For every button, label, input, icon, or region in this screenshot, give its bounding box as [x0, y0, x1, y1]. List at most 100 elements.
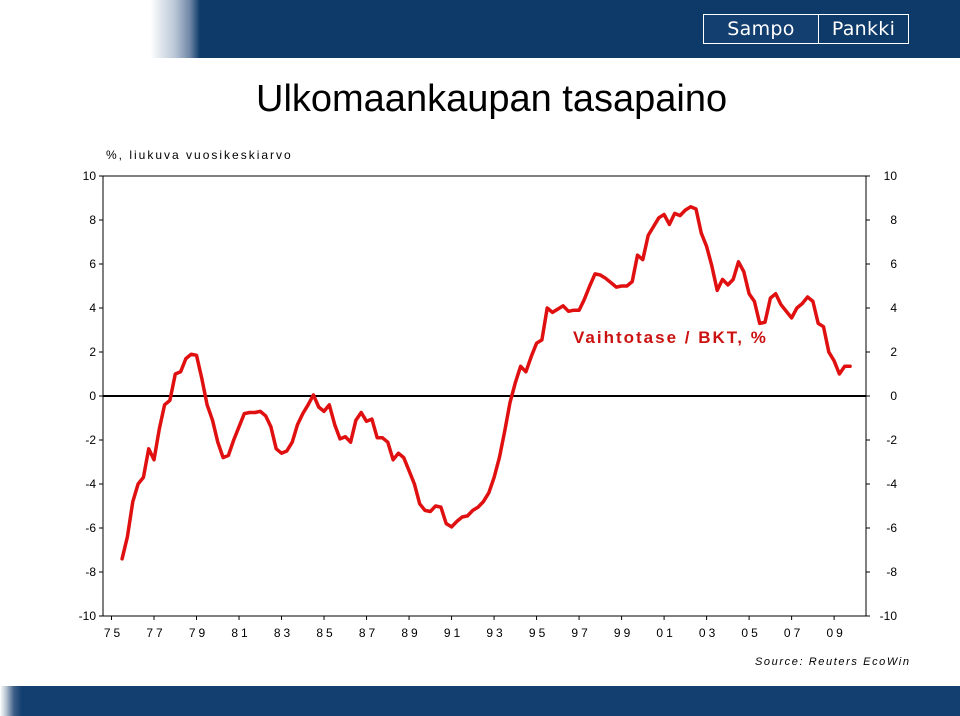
chart-title: Ulkomaankaupan tasapaino: [256, 78, 728, 120]
y-tick-label-left: 6: [89, 257, 96, 271]
y-tick-label-right: 6: [890, 257, 897, 271]
y-tick-label-right: 8: [890, 213, 897, 227]
data-point: [254, 411, 256, 414]
data-point: [604, 277, 607, 280]
x-tick-label: 77: [146, 626, 165, 640]
data-point: [599, 274, 602, 276]
data-point: [610, 281, 612, 284]
data-point: [445, 522, 448, 525]
data-point: [174, 373, 177, 375]
data-point: [163, 403, 166, 406]
data-point: [806, 296, 809, 298]
data-point: [147, 447, 150, 450]
data-point: [514, 381, 517, 384]
data-point: [264, 414, 267, 417]
data-point: [392, 458, 394, 461]
data-point: [546, 307, 549, 309]
x-tick-label: 07: [784, 626, 803, 640]
data-point: [158, 428, 161, 430]
data-point: [796, 307, 798, 309]
data-point: [663, 213, 665, 216]
chart-subtitle: %, liukuva vuosikeskiarvo: [106, 148, 293, 162]
data-point: [785, 310, 788, 313]
data-point: [440, 506, 442, 508]
data-point: [323, 410, 325, 413]
label-layer: Vaihtotase / BKT, %: [573, 328, 768, 347]
data-point: [222, 456, 225, 459]
data-point: [530, 355, 533, 358]
data-point: [216, 441, 219, 444]
data-point: [631, 280, 634, 283]
data-point: [769, 297, 772, 299]
x-tick-label: 05: [741, 626, 760, 640]
data-point: [270, 425, 272, 428]
y-tick-label-right: 2: [890, 345, 897, 359]
data-point: [466, 515, 469, 517]
data-point: [562, 304, 564, 307]
data-point: [827, 351, 830, 353]
data-point: [280, 452, 283, 455]
series-layer: [120, 205, 852, 561]
data-point: [471, 509, 474, 512]
data-point: [328, 403, 331, 406]
x-tick-label: 91: [444, 626, 463, 640]
data-point: [732, 278, 735, 281]
y-tick-label-right: -8: [886, 565, 897, 579]
data-point: [371, 418, 373, 420]
data-point: [317, 406, 320, 408]
data-point: [498, 456, 501, 459]
data-point: [689, 205, 692, 208]
x-tick-label: 81: [231, 626, 250, 640]
data-point: [360, 411, 363, 414]
sampo-pankki-logo: Sampo Pankki: [703, 14, 909, 44]
data-point: [572, 309, 575, 312]
data-point: [774, 292, 777, 295]
data-point: [434, 505, 437, 507]
data-point: [195, 354, 198, 357]
y-tick-label-right: 0: [890, 389, 897, 403]
data-point: [583, 298, 586, 301]
series-label: Vaihtotase / BKT, %: [573, 328, 768, 347]
data-point: [652, 225, 655, 228]
data-point: [169, 399, 171, 402]
data-point: [179, 370, 182, 373]
data-point: [679, 214, 681, 217]
y-tick-label-right: -10: [880, 609, 898, 623]
data-point: [551, 311, 554, 314]
y-tick-label-left: 2: [89, 345, 96, 359]
data-point: [291, 441, 294, 444]
data-point: [259, 410, 262, 413]
plot-frame: [102, 175, 867, 617]
data-point: [386, 441, 389, 444]
data-point: [790, 317, 793, 319]
data-point: [641, 258, 644, 261]
series-line: [120, 205, 852, 561]
data-point: [227, 454, 230, 457]
y-tick-label-right: -2: [886, 433, 897, 447]
data-point: [185, 357, 187, 360]
data-point: [626, 285, 628, 287]
y-tick-label-left: -6: [85, 521, 96, 535]
data-point: [525, 370, 527, 373]
data-point: [817, 322, 820, 325]
data-point: [333, 423, 336, 426]
logo-pankki-text: Pankki: [819, 15, 908, 43]
data-point: [402, 456, 405, 459]
data-point: [381, 436, 384, 439]
data-point: [450, 526, 453, 528]
x-tick-label: 75: [104, 626, 123, 640]
y-tick-label-right: -4: [886, 477, 897, 491]
data-point: [748, 292, 750, 295]
data-point: [456, 520, 458, 523]
data-point: [721, 278, 724, 281]
x-tick-label: 89: [401, 626, 420, 640]
data-point: [413, 483, 416, 485]
data-point: [275, 447, 278, 450]
data-point: [812, 300, 814, 303]
data-point: [684, 209, 687, 212]
y-tick-label-left: 8: [89, 213, 96, 227]
data-point: [137, 483, 140, 485]
data-point: [849, 365, 851, 368]
data-point: [211, 419, 214, 422]
data-point: [705, 245, 708, 248]
